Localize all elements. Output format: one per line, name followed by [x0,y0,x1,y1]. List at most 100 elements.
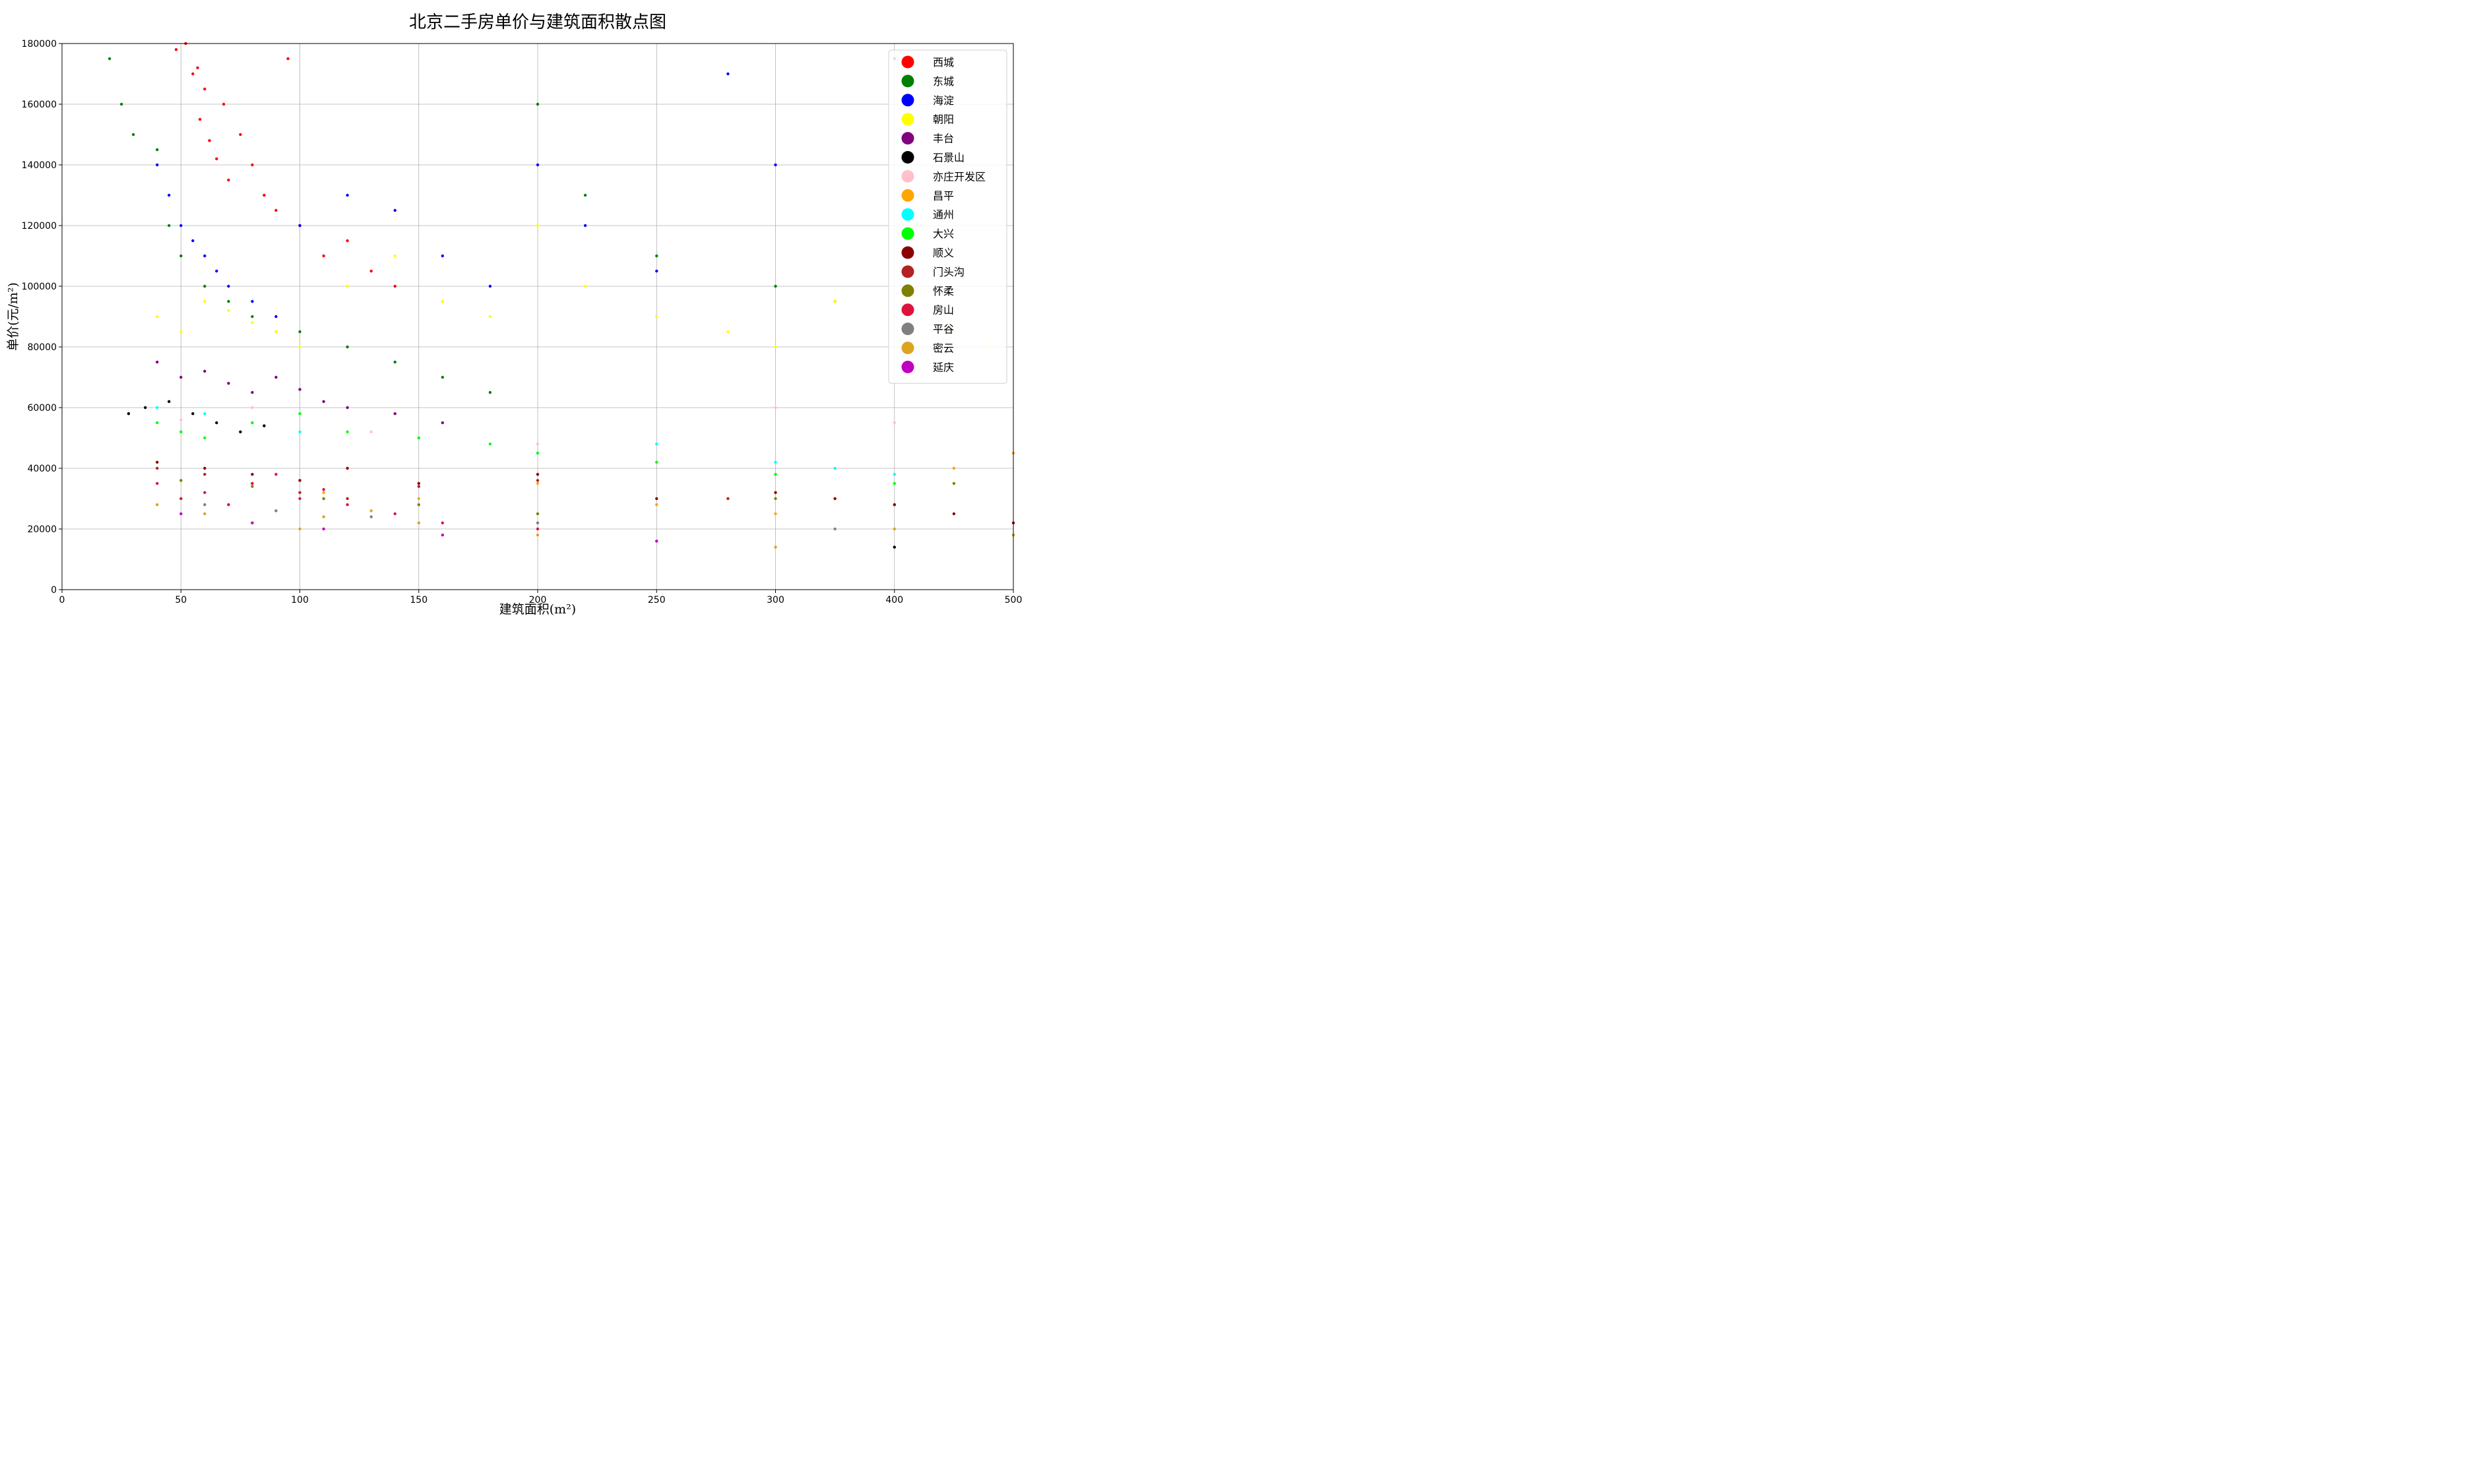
scatter-point [239,430,242,433]
scatter-point [369,430,373,433]
scatter-point [203,503,206,507]
legend-marker [901,113,914,126]
scatter-point [488,390,492,394]
scatter-point [393,412,396,416]
scatter-point [274,375,278,379]
scatter-point [298,430,301,433]
scatter-point [417,497,420,501]
scatter-point [488,443,492,446]
scatter-point [251,485,254,488]
scatter-point [322,254,325,258]
legend-label: 平谷 [933,323,954,336]
scatter-point [168,193,171,197]
scatter-point [726,497,730,501]
scatter-point [536,527,540,531]
scatter-point [227,309,230,312]
scatter-point [156,148,159,152]
legend-marker [901,227,914,240]
scatter-point [191,72,195,76]
scatter-point [203,412,206,416]
legend-marker [901,75,914,88]
scatter-point [263,193,266,197]
scatter-point [417,503,420,507]
scatter-point [536,534,540,537]
scatter-point [583,284,587,288]
scatter-point [833,466,837,470]
scatter-point [168,400,171,403]
scatter-point [251,481,254,485]
x-tick-label: 50 [175,595,187,605]
scatter-point [952,512,956,516]
y-tick-label: 140000 [22,160,57,171]
scatter-point [583,193,587,197]
x-axis-label: 建筑面积(m²) [499,602,576,617]
y-tick-label: 0 [51,585,57,596]
scatter-point [203,436,206,440]
scatter-point [774,497,777,501]
scatter-point [274,330,278,334]
y-tick-label: 60000 [27,403,57,414]
legend-marker [901,55,914,69]
scatter-point [222,102,226,106]
scatter-point [298,330,301,334]
scatter-point [393,284,396,288]
scatter-point [346,345,349,349]
scatter-point [251,473,254,476]
scatter-point [488,284,492,288]
scatter-point [893,481,897,485]
scatter-point [168,224,171,228]
scatter-point [179,430,183,433]
legend-label: 海淀 [933,94,954,107]
scatter-point [774,491,777,494]
legend-label: 延庆 [933,361,954,373]
scatter-point [251,321,254,325]
scatter-point [726,330,730,334]
scatter-point [346,497,349,501]
legend-marker [901,265,914,278]
scatter-chart: 北京二手房单价与建筑面积散点图 0 50 100 150 200 250 300 400 500… [6,13,1022,617]
scatter-point [655,269,658,273]
x-tick-label: 0 [59,595,65,605]
scatter-point [215,157,218,160]
legend-label: 昌平 [933,189,954,202]
scatter-point [227,284,230,288]
scatter-point [108,57,111,61]
x-tick-label: 100 [291,595,309,605]
scatter-point [251,163,254,167]
scatter-point [179,418,183,421]
scatter-point [191,412,195,416]
scatter-point [156,421,159,425]
scatter-point [251,299,254,303]
scatter-point [127,412,131,416]
scatter-point [369,509,373,512]
scatter-point [198,117,202,121]
scatter-point [893,503,897,507]
legend-label: 大兴 [933,228,954,240]
scatter-point [203,491,206,494]
scatter-point [441,254,444,258]
scatter-point [393,512,396,516]
x-tick-label: 300 [767,595,784,605]
legend-marker [901,360,914,373]
scatter-point [893,527,897,531]
scatter-point [346,193,349,197]
scatter-point [203,369,206,373]
legend-marker [901,284,914,297]
scatter-point [774,163,777,167]
scatter-point [536,521,540,524]
scatter-point [215,421,218,425]
legend-marker [901,94,914,107]
scatter-point [156,360,159,364]
scatter-point [536,443,540,446]
grid [61,43,1014,590]
scatter-point [179,479,183,482]
scatter-point [274,473,278,476]
scatter-point [227,178,230,182]
scatter-point [655,254,658,258]
scatter-point [174,48,178,51]
legend-marker [901,189,914,202]
scatter-point [417,481,420,485]
scatter-point [393,208,396,212]
scatter-point [298,491,301,494]
scatter-point [298,345,301,349]
